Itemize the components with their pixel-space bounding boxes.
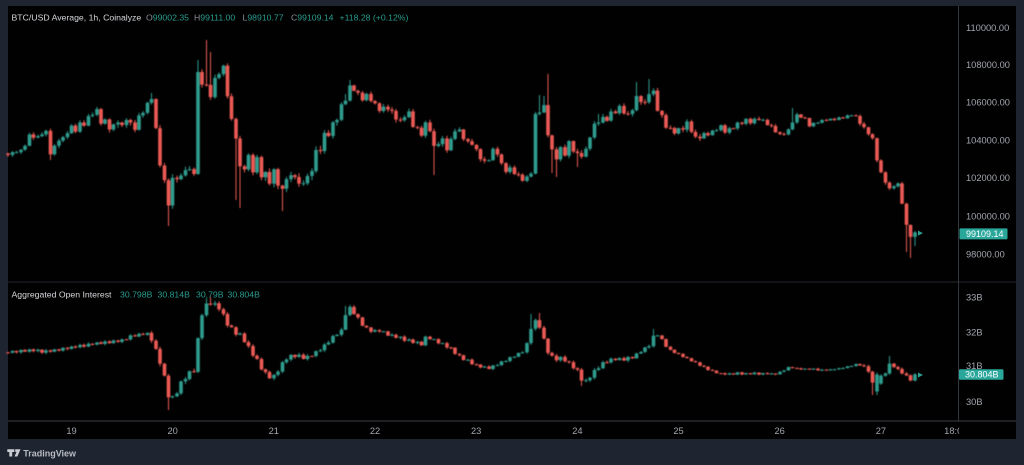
svg-text:33B: 33B [966, 292, 983, 302]
svg-text:22: 22 [370, 426, 380, 436]
svg-text:24: 24 [572, 426, 582, 436]
svg-text:30.804B: 30.804B [965, 370, 999, 380]
svg-text:100000.00: 100000.00 [966, 211, 1010, 221]
svg-text:110000.00: 110000.00 [966, 23, 1009, 33]
svg-text:21: 21 [269, 426, 279, 436]
svg-text:106000.00: 106000.00 [966, 98, 1010, 108]
svg-text:32B: 32B [966, 327, 983, 337]
svg-text:30B: 30B [966, 397, 983, 407]
svg-text:27: 27 [876, 426, 886, 436]
svg-text:98000.00: 98000.00 [966, 249, 1005, 259]
svg-text:99109.14: 99109.14 [966, 229, 1004, 239]
svg-text:104000.00: 104000.00 [966, 135, 1010, 145]
svg-text:18:00: 18:00 [944, 426, 967, 436]
svg-text:31B: 31B [966, 361, 983, 371]
svg-text:23: 23 [471, 426, 481, 436]
svg-text:25: 25 [673, 426, 683, 436]
svg-text:102000.00: 102000.00 [966, 173, 1010, 183]
svg-text:20: 20 [168, 426, 178, 436]
svg-text:TradingView: TradingView [23, 448, 77, 458]
svg-text:108000.00: 108000.00 [966, 60, 1010, 70]
svg-text:26: 26 [775, 426, 785, 436]
svg-text:BTC/USD Average, 1h, Coinalyze: BTC/USD Average, 1h, Coinalyze [12, 13, 142, 23]
svg-text:Aggregated Open Interest: Aggregated Open Interest [12, 290, 113, 300]
svg-text:19: 19 [66, 426, 76, 436]
